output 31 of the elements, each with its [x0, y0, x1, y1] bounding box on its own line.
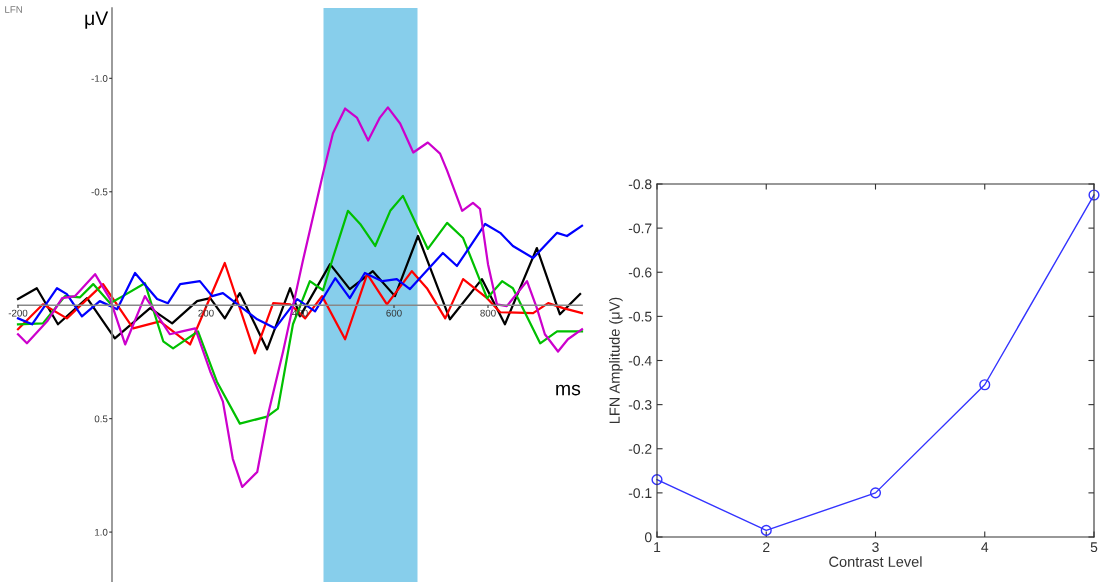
x-axis-title: Contrast Level — [829, 556, 922, 567]
x-tick-label: 800 — [480, 309, 496, 317]
y-tick-label: -0.1 — [628, 488, 652, 499]
x-tick-label: 1 — [654, 542, 661, 552]
x-tick-label: 4 — [981, 542, 989, 552]
y-tick-label: -0.4 — [628, 355, 652, 366]
x-axis-title: ms — [556, 384, 581, 396]
y-tick-label: -0.3 — [628, 399, 652, 410]
point — [651, 474, 663, 486]
x-tick-label: 5 — [1090, 542, 1098, 553]
x-tick-label: 600 — [386, 309, 402, 317]
x-tick-label: 2 — [763, 542, 770, 552]
y-tick-label: 0 — [644, 532, 652, 543]
y-tick-label: -0.2 — [628, 444, 652, 454]
annotation: LFN — [5, 6, 22, 13]
y-tick-label: 1.0 — [95, 528, 108, 536]
y-tick-label: -0.7 — [628, 223, 652, 234]
x-tick-label: -200 — [8, 309, 28, 317]
x-tick-label: 3 — [872, 542, 879, 553]
y-axis-title: LFN Amplitude (μV) — [609, 297, 623, 424]
point — [760, 524, 772, 536]
y-tick-label: -0.5 — [628, 311, 652, 322]
y-axis-title: μV — [85, 11, 109, 29]
point — [1088, 189, 1100, 201]
y-tick-label: -0.5 — [91, 188, 108, 196]
y-tick-label: -0.8 — [628, 179, 652, 190]
y-tick-label: -1.0 — [91, 75, 108, 82]
y-tick-label: -0.6 — [628, 267, 652, 278]
point — [979, 379, 991, 391]
y-tick-label: 0.5 — [94, 415, 108, 423]
point — [869, 487, 882, 499]
